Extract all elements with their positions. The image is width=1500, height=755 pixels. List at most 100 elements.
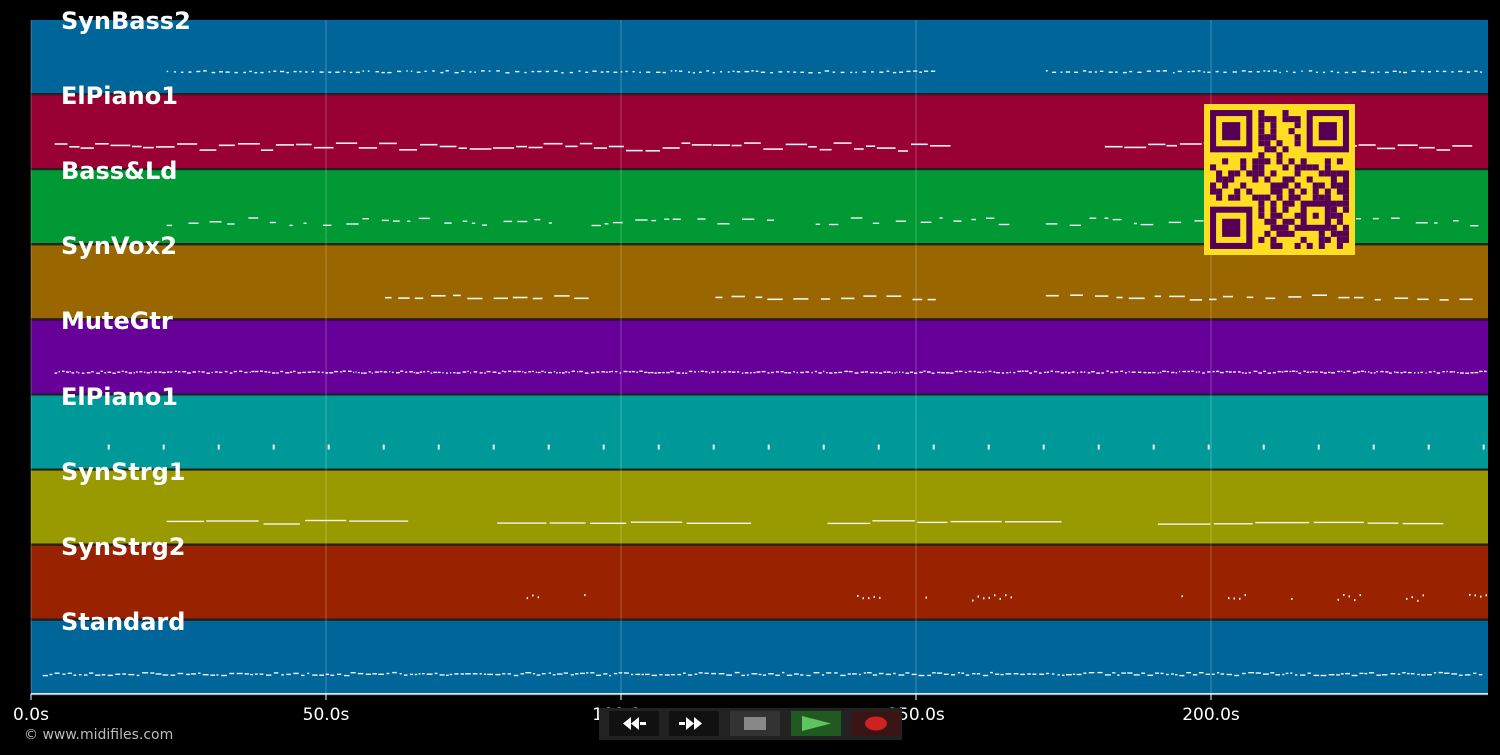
note — [378, 673, 384, 675]
note — [608, 145, 624, 148]
note — [1205, 673, 1210, 675]
note — [1116, 296, 1123, 299]
note — [1091, 371, 1095, 373]
track-lane[interactable] — [31, 320, 1488, 396]
note — [619, 372, 622, 374]
note — [305, 71, 308, 73]
note — [442, 372, 444, 374]
note — [609, 674, 612, 677]
note — [753, 371, 756, 374]
note — [1361, 70, 1366, 73]
note — [1331, 372, 1335, 374]
note — [930, 145, 951, 147]
note — [537, 596, 540, 599]
note — [694, 371, 696, 373]
record-button[interactable] — [851, 711, 901, 736]
note — [950, 520, 1002, 523]
note — [1336, 674, 1340, 676]
note — [1013, 673, 1019, 675]
note — [554, 295, 570, 297]
note — [556, 372, 558, 374]
track-notes — [166, 70, 1482, 74]
note — [470, 372, 472, 374]
note — [860, 371, 865, 373]
track-notes — [42, 671, 1483, 677]
rewind-button[interactable] — [609, 711, 659, 736]
note — [1346, 370, 1351, 372]
note — [146, 372, 150, 374]
note — [1263, 70, 1266, 72]
note — [423, 371, 426, 373]
note — [651, 219, 657, 222]
note — [879, 596, 881, 599]
note — [355, 371, 357, 373]
note — [628, 371, 632, 373]
track-lane[interactable] — [31, 545, 1488, 621]
note — [896, 371, 898, 373]
note — [1444, 672, 1450, 674]
note — [166, 520, 205, 523]
note — [698, 371, 700, 373]
note — [737, 371, 740, 373]
note — [657, 444, 660, 450]
note — [162, 444, 165, 450]
note — [706, 70, 709, 72]
note — [1258, 372, 1262, 374]
note — [909, 371, 914, 373]
note — [1322, 71, 1326, 74]
note — [206, 372, 210, 374]
note — [211, 71, 216, 74]
track-lane[interactable] — [31, 620, 1488, 696]
track-lane[interactable] — [31, 20, 1488, 95]
note — [793, 298, 809, 300]
note — [414, 297, 424, 300]
note — [548, 222, 552, 224]
note — [54, 372, 58, 374]
note — [685, 372, 688, 374]
lane-background — [31, 620, 1488, 694]
note — [664, 674, 670, 676]
note — [445, 70, 449, 72]
note — [727, 71, 730, 73]
note — [371, 372, 373, 374]
note — [299, 70, 302, 73]
note — [1253, 370, 1258, 373]
note — [244, 673, 250, 675]
note — [1050, 370, 1053, 372]
note — [541, 370, 544, 373]
note — [657, 372, 662, 374]
stop-button[interactable] — [730, 711, 780, 736]
fast-forward-button[interactable] — [669, 711, 719, 736]
note — [785, 143, 808, 146]
note — [1108, 71, 1113, 73]
note — [694, 673, 698, 675]
note — [481, 70, 485, 72]
note — [815, 223, 821, 225]
note — [363, 372, 367, 374]
track-lane[interactable] — [31, 395, 1488, 471]
note — [574, 297, 589, 300]
note — [687, 674, 693, 676]
note — [289, 371, 293, 373]
note — [987, 444, 990, 450]
note — [131, 145, 142, 148]
note — [381, 71, 385, 74]
track-lane[interactable] — [31, 245, 1488, 321]
note — [221, 674, 227, 677]
note — [1137, 71, 1142, 73]
play-button[interactable] — [791, 711, 841, 736]
note — [219, 71, 223, 73]
track-lane[interactable] — [31, 470, 1488, 546]
note — [636, 371, 639, 373]
note — [1452, 145, 1473, 147]
note — [941, 372, 945, 374]
note — [823, 370, 825, 373]
note — [1449, 371, 1453, 373]
note — [472, 673, 478, 675]
note — [1225, 370, 1229, 373]
note — [824, 70, 830, 72]
note — [821, 674, 825, 676]
note — [578, 70, 581, 72]
qr-code-icon[interactable] — [1204, 104, 1355, 255]
note — [414, 673, 418, 676]
